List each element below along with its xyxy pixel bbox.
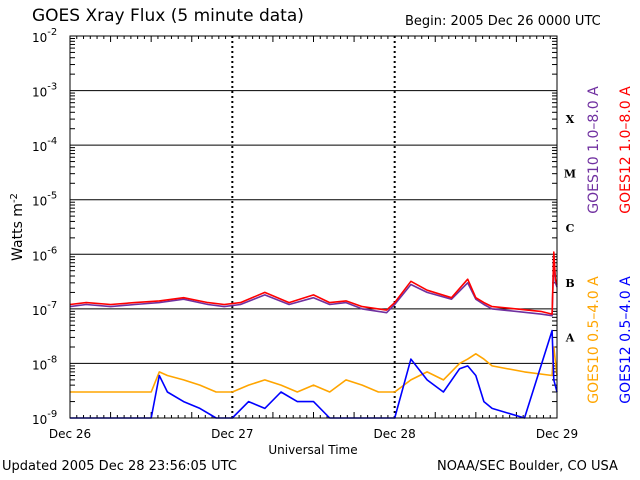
y-tick-label: 10-6	[32, 245, 57, 263]
y-tick-exponent: -3	[47, 82, 57, 93]
y-tick-base: 10	[32, 304, 47, 318]
series-line-1	[69, 251, 558, 315]
y-tick-base: 10	[32, 413, 47, 427]
x-tick-label: Dec 29	[536, 427, 578, 441]
legend-entry: GOES10 0.5–4.0 A	[586, 276, 602, 404]
chart-title: GOES Xray Flux (5 minute data)	[32, 6, 304, 26]
y-tick-label: 10-8	[32, 354, 57, 372]
plot-area-border	[69, 35, 558, 419]
y-tick-base: 10	[32, 195, 47, 209]
y-tick-exponent: -9	[47, 409, 57, 420]
y-tick-base: 10	[32, 358, 47, 372]
legend: GOES10 1.0–8.0 A GOES12 1.0–8.0 A GOES10 0…	[586, 86, 634, 404]
flare-class-label: M	[564, 168, 576, 181]
x-tick-labels: Dec 26 Dec 27 Dec 28 Dec 29	[49, 427, 578, 441]
y-tick-label: 10-7	[32, 300, 57, 318]
y-tick-exponent: -6	[47, 245, 57, 256]
series-lines	[69, 251, 558, 419]
y-axis-label-exponent: -2	[9, 193, 20, 203]
series-line-2	[70, 346, 558, 393]
flare-class-label: C	[566, 222, 575, 235]
x-tick-label: Dec 28	[374, 427, 416, 441]
y-tick-exponent: -4	[47, 136, 57, 147]
updated-timestamp: Updated 2005 Dec 28 23:56:05 UTC	[2, 459, 237, 474]
flare-class-label: A	[565, 331, 575, 344]
y-tick-label: 10-2	[32, 27, 57, 45]
grid-lines	[70, 35, 557, 419]
y-tick-label: 10-3	[32, 82, 57, 100]
credit-label: NOAA/SEC Boulder, CO USA	[437, 459, 618, 474]
y-axis-label-text: Watts m	[10, 203, 26, 261]
y-axis-label: Watts m-2	[9, 193, 26, 261]
x-tick-label: Dec 27	[211, 427, 253, 441]
x-tick-label: Dec 26	[49, 427, 91, 441]
begin-time-label: Begin: 2005 Dec 26 0000 UTC	[405, 14, 601, 29]
y-tick-base: 10	[32, 140, 47, 154]
flare-class-labels: X M C B A	[564, 113, 576, 344]
series-line-3	[70, 329, 558, 419]
legend-entry: GOES10 1.0–8.0 A	[586, 86, 602, 214]
y-tick-exponent: -5	[47, 191, 57, 202]
y-tick-label: 10-4	[32, 136, 57, 154]
y-tick-label: 10-9	[32, 409, 57, 427]
flare-class-label: B	[565, 277, 574, 290]
y-tick-labels: 10-210-310-410-510-610-710-810-9	[32, 27, 57, 427]
legend-entry: GOES12 1.0–8.0 A	[618, 86, 634, 214]
y-tick-base: 10	[32, 86, 47, 100]
y-tick-exponent: -2	[47, 27, 57, 38]
y-tick-exponent: -8	[47, 354, 57, 365]
x-axis-label: Universal Time	[268, 443, 357, 457]
flare-class-label: X	[566, 113, 575, 126]
y-tick-base: 10	[32, 31, 47, 45]
legend-entry: GOES12 0.5–4.0 A	[618, 276, 634, 404]
y-tick-exponent: -7	[47, 300, 57, 311]
series-line-0	[69, 256, 558, 317]
y-tick-label: 10-5	[32, 191, 57, 209]
y-tick-base: 10	[32, 249, 47, 263]
